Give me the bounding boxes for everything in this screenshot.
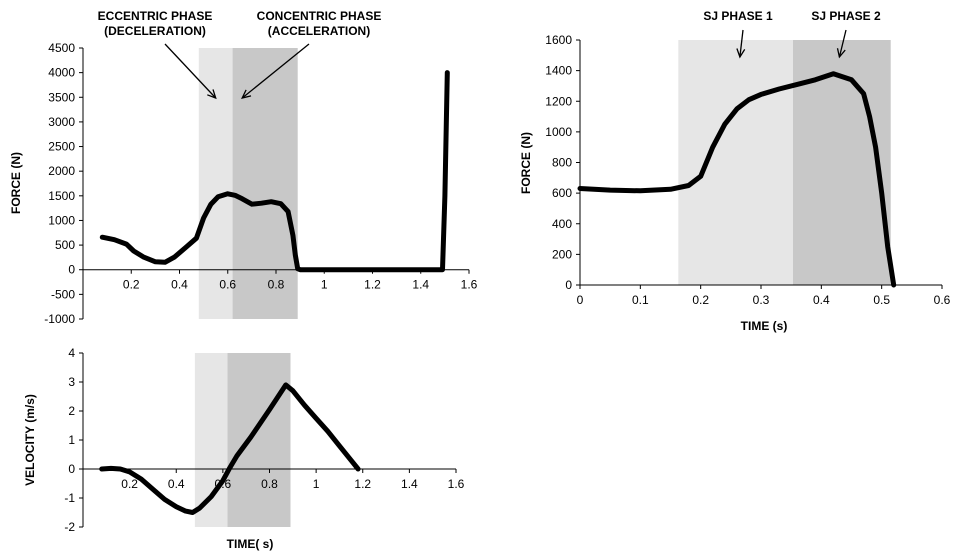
y-tick-label: -2 <box>64 520 75 534</box>
phase-region-1 <box>678 40 793 285</box>
x-tick-label: 0.5 <box>873 293 890 307</box>
y-tick-label: 1600 <box>545 33 572 47</box>
y-tick-label: 3000 <box>48 115 75 129</box>
series-line-1 <box>99 382 361 515</box>
x-tick-label: 1.6 <box>448 477 465 491</box>
x-tick-label: 1 <box>321 278 328 292</box>
y-tick-label: 1400 <box>545 64 572 78</box>
y-tick-label: 0 <box>68 263 75 277</box>
y-tick-label: 400 <box>552 217 572 231</box>
y-tick-label: 3 <box>68 375 75 389</box>
x-tick-label: 0.8 <box>261 477 278 491</box>
x-tick-label: 1.6 <box>461 278 478 292</box>
series-line-1 <box>577 71 897 288</box>
y-tick-label: 1200 <box>545 94 572 108</box>
x-tick-label: 1.4 <box>412 278 429 292</box>
annotation-arrow-shaft <box>739 29 744 58</box>
x-tick-label: 0.4 <box>171 278 188 292</box>
x-tick-label: 0.2 <box>121 477 138 491</box>
phase-region-1 <box>194 353 228 527</box>
y-tick-label: 800 <box>552 156 572 170</box>
x-axis-label: TIME( s) <box>227 537 274 551</box>
annotation-arrow-shaft <box>838 29 847 58</box>
x-tick-label: 0.8 <box>268 278 285 292</box>
y-tick-label: -1 <box>64 491 75 505</box>
x-tick-label: 1 <box>313 477 320 491</box>
x-tick-label: 0.1 <box>632 293 649 307</box>
x-tick-label: 1.4 <box>401 477 418 491</box>
x-tick-label: 0.2 <box>123 278 140 292</box>
y-tick-label: 200 <box>552 247 572 261</box>
y-tick-label: -500 <box>51 287 75 301</box>
phase-region-2 <box>227 353 291 527</box>
y-tick-label: 2500 <box>48 140 75 154</box>
y-tick-label: 0 <box>68 462 75 476</box>
y-tick-label: 0 <box>565 278 572 292</box>
phase-region-2 <box>232 48 298 319</box>
annotation-arrow-head <box>241 89 252 99</box>
y-tick-label: 600 <box>552 186 572 200</box>
y-axis-label: FORCE (N) <box>519 132 533 194</box>
annotation-arrow-shaft <box>164 43 217 99</box>
y-tick-label: 3500 <box>48 90 75 104</box>
x-tick-label: 0.6 <box>219 278 236 292</box>
chart-1: 4500 4000 3500 3000 2500 2000 1500 1000 500 0 -500… <box>9 9 478 326</box>
chart-3: 1600 1400 1200 1000 800 600 400 200 00 0.1 0.2 0.3 0… <box>519 9 951 333</box>
x-tick-label: 0.4 <box>813 293 830 307</box>
y-tick-label: 2000 <box>48 164 75 178</box>
y-axis-label: FORCE (N) <box>9 152 23 214</box>
y-axis-label: VELOCITY (m/s) <box>23 394 37 486</box>
annotation-label: CONCENTRIC PHASE <box>257 9 382 23</box>
annotation-arrow-head <box>736 48 746 59</box>
y-tick-label: 1000 <box>545 125 572 139</box>
y-tick-label: 1 <box>68 433 75 447</box>
annotation-label: SJ PHASE 1 <box>703 9 773 23</box>
y-tick-label: 4500 <box>48 41 75 55</box>
x-tick-label: 0.6 <box>934 293 951 307</box>
x-tick-label: 1.2 <box>354 477 371 491</box>
annotation-label: (DECELERATION) <box>104 24 206 38</box>
y-tick-label: 1500 <box>48 189 75 203</box>
x-tick-label: 0 <box>577 293 584 307</box>
annotation-arrow-head <box>207 89 217 100</box>
y-tick-label: 1000 <box>48 213 75 227</box>
x-tick-label: 0.4 <box>168 477 185 491</box>
annotation-label: ECCENTRIC PHASE <box>98 9 213 23</box>
y-tick-label: 500 <box>55 238 75 252</box>
y-tick-label: 2 <box>68 404 75 418</box>
annotation-arrow-shaft <box>241 43 310 99</box>
annotation-label: (ACCELERATION) <box>268 24 370 38</box>
y-tick-label: 4000 <box>48 66 75 80</box>
series-line-1 <box>99 70 450 273</box>
x-tick-label: 1.2 <box>364 278 381 292</box>
phase-region-1 <box>198 48 233 319</box>
x-tick-label: 0.3 <box>753 293 770 307</box>
y-tick-label: 4 <box>68 346 75 360</box>
x-tick-label: 0.2 <box>692 293 709 307</box>
x-axis-label: TIME (s) <box>741 319 788 333</box>
annotation-arrow-head <box>836 48 846 59</box>
annotation-label: SJ PHASE 2 <box>811 9 881 23</box>
y-tick-label: -1000 <box>44 312 75 326</box>
